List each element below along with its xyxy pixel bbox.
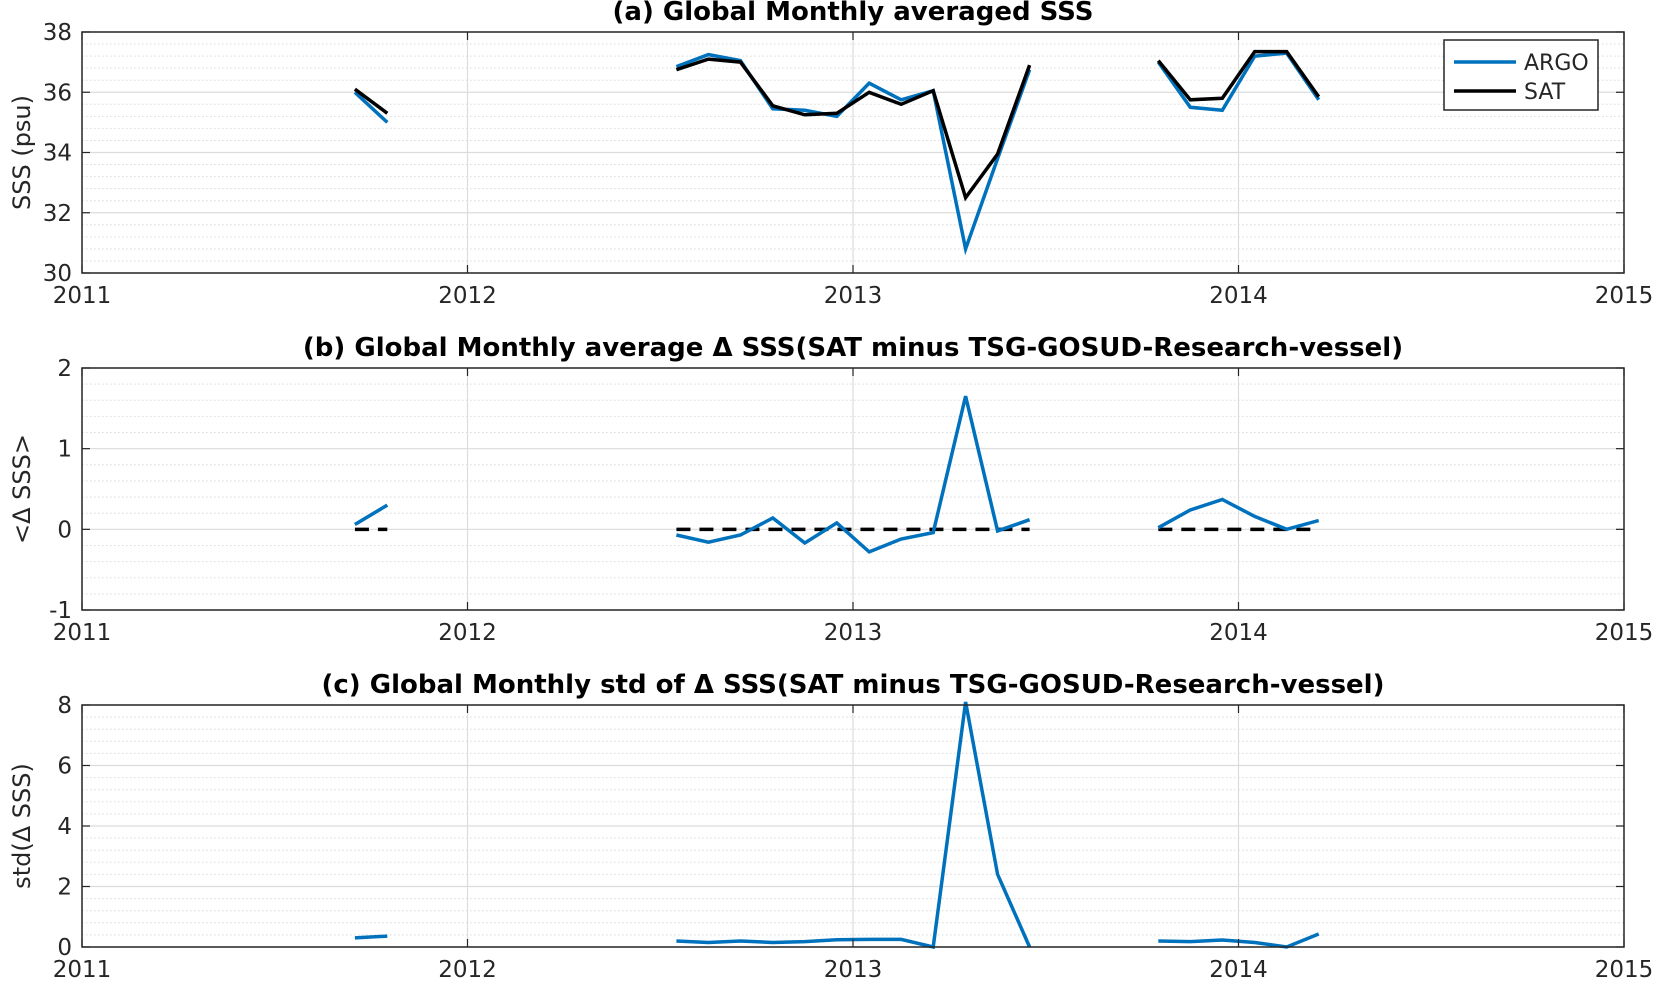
panel-b-x-tick-label: 2011 (53, 620, 112, 646)
panel-c-y-tick-label: 8 (57, 693, 72, 719)
panel-a-y-tick-label: 32 (43, 201, 72, 227)
panel-a-y-tick-label: 34 (43, 141, 72, 167)
panel-a: 2011 2012 2013 2014 2015 30 32 34 36 38 (a) Global… (8, 0, 1653, 309)
panel-b-y-axis-label: <Δ SSS> (8, 434, 36, 544)
panel-a-x-tick-label: 2011 (53, 283, 112, 309)
panel-a-y-tick-label: 30 (43, 261, 72, 287)
panel-c-x-tick-label: 2011 (53, 957, 112, 982)
panel-b-series-line (354, 503, 389, 527)
panel-c-y-tick-label: 4 (57, 814, 72, 840)
legend-label-sat: SAT (1524, 80, 1566, 105)
panel-a-x-tick-label: 2015 (1595, 283, 1654, 309)
panel-a-sat-line (675, 57, 1032, 202)
panel-b-y-tick-label: -1 (49, 598, 72, 624)
panel-a-x-tick-label: 2013 (824, 283, 883, 309)
panel-c-x-tick-label: 2015 (1595, 957, 1654, 982)
panel-a-sat-line (1156, 49, 1321, 102)
panel-a-legend: ARGO SAT (1443, 39, 1599, 111)
panel-c-x-tick-label: 2014 (1209, 957, 1268, 982)
panel-b: 2011 2012 2013 2014 2015 -1 0 1 2 (b) Global Mont… (8, 333, 1653, 646)
legend-box (1443, 39, 1599, 111)
legend-label-argo: ARGO (1524, 51, 1589, 76)
panel-b-x-tick-label: 2012 (438, 620, 497, 646)
panel-c-x-tick-label: 2012 (438, 957, 497, 982)
panel-c-y-tick-label: 2 (57, 875, 72, 901)
panel-a-argo-line (675, 52, 1032, 256)
panel-c: 2011 2012 2013 2014 2015 0 2 4 6 8 (c) Global Mont… (8, 670, 1653, 982)
panel-a-x-tick-label: 2014 (1209, 283, 1268, 309)
panel-a-argo-line (353, 91, 389, 124)
panel-c-y-axis-label: std(Δ SSS) (8, 763, 36, 889)
panel-c-y-tick-label: 0 (57, 935, 72, 961)
panel-a-y-tick-label: 36 (43, 80, 72, 106)
panel-c-series-line (354, 934, 388, 940)
panel-b-title: (b) Global Monthly average Δ SSS(SAT min… (303, 333, 1403, 363)
panel-c-title: (c) Global Monthly std of Δ SSS(SAT minu… (322, 670, 1385, 700)
panel-b-series-line (676, 395, 1031, 554)
panel-a-x-tick-label: 2012 (438, 283, 497, 309)
panel-a-y-axis-label: SSS (psu) (8, 95, 36, 210)
panel-a-y-tick-label: 38 (43, 20, 72, 46)
panel-b-y-tick-label: 2 (57, 356, 72, 382)
panel-b-x-tick-label: 2014 (1209, 620, 1268, 646)
panel-b-x-tick-label: 2013 (824, 620, 883, 646)
panel-c-x-tick-label: 2013 (824, 957, 883, 982)
panel-b-y-tick-label: 1 (57, 437, 72, 463)
panel-b-series-line (1157, 497, 1320, 532)
panel-a-title: (a) Global Monthly averaged SSS (613, 0, 1094, 27)
panel-a-sat-line (353, 87, 389, 115)
panel-c-y-tick-label: 6 (57, 754, 72, 780)
panel-b-y-tick-label: 0 (57, 517, 72, 543)
panel-b-x-tick-label: 2015 (1595, 620, 1654, 646)
